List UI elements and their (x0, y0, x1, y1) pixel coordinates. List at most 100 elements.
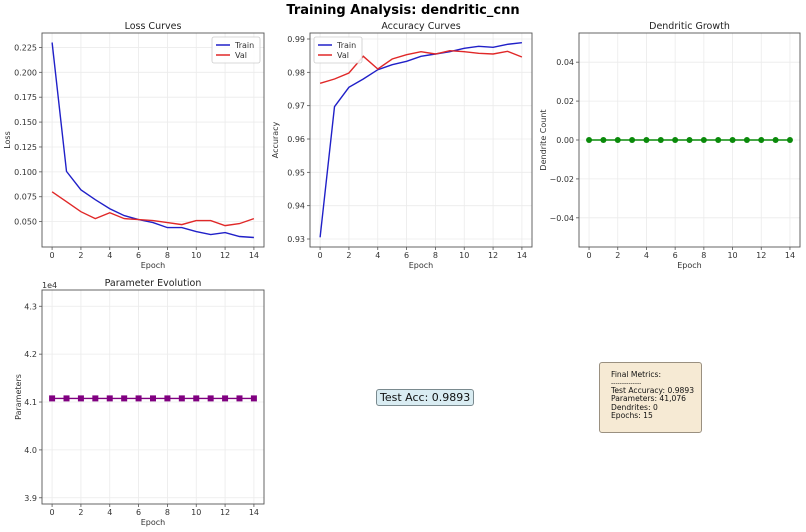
y-tick-label: 0.99 (287, 35, 305, 44)
x-tick-label: 12 (220, 508, 230, 517)
final-metrics-dendrites: Dendrites: 0 (611, 402, 658, 412)
data-point-marker (236, 395, 243, 402)
data-point-marker (121, 395, 128, 402)
y-tick-label: −0.02 (549, 175, 574, 184)
x-axis-label: Epoch (409, 261, 434, 270)
y-tick-label: 0.04 (556, 58, 574, 67)
x-tick-label: 6 (404, 251, 409, 260)
chart-title: Dendritic Growth (649, 21, 730, 32)
data-point-marker (772, 137, 779, 143)
dendritic-growth-chart: 0 2 4 6 8 10 12 14 −0.04 −0.02 0.00 0.02 0.04 Epoch De… (539, 21, 801, 270)
data-point-marker (207, 395, 214, 402)
final-metrics-test-accuracy: Test Accuracy: 0.9893 (611, 385, 695, 395)
data-point-marker (222, 395, 229, 402)
loss-curves-chart: 0 2 4 6 8 10 12 14 0.050 0.075 0.100 0.125 0.150 0.17… (3, 21, 265, 270)
data-point-marker (686, 137, 693, 143)
figure-title: Training Analysis: dendritic_cnn (286, 3, 520, 18)
y-tick-label: 4.3 (24, 302, 37, 311)
x-tick-label: 8 (433, 251, 438, 260)
x-axis-label: Epoch (141, 518, 166, 527)
axes-frame (41, 289, 265, 505)
y-axis-label: Accuracy (271, 121, 280, 158)
data-point-marker (614, 137, 621, 143)
y-axis-label: Parameters (14, 374, 23, 420)
y-tick-label: 0.075 (14, 193, 37, 202)
final-metrics-separator: -------------- (611, 379, 642, 387)
data-point-marker (135, 395, 142, 402)
x-axis-label: Epoch (141, 261, 166, 270)
x-tick-label: 12 (220, 251, 230, 260)
y-tick-label: 4.2 (24, 350, 37, 359)
y-tick-label: 0.97 (287, 102, 305, 111)
data-point-marker (700, 137, 707, 143)
x-tick-label: 4 (107, 251, 112, 260)
y-tick-label: 4.1 (24, 398, 37, 407)
x-tick-label: 6 (136, 508, 141, 517)
y-tick-label: 0.125 (14, 143, 37, 152)
final-metrics-box: Final Metrics: -------------- Test Accur… (599, 362, 702, 433)
data-point-marker (643, 137, 650, 143)
series-line-val (319, 49, 523, 84)
x-tick-label: 6 (136, 251, 141, 260)
final-metrics-title: Final Metrics: (611, 370, 662, 379)
y-tick-label: 0.00 (556, 136, 574, 145)
accuracy-curves-chart: 0 2 4 6 8 10 12 14 0.93 0.94 0.95 0.96 0.97 0.98 0.99 E… (271, 21, 533, 270)
y-tick-label: 0.02 (556, 97, 574, 106)
x-tick-label: 0 (50, 508, 55, 517)
final-metrics-parameters: Parameters: 41,076 (611, 394, 687, 404)
series-line-train (51, 42, 254, 239)
data-point-marker (250, 395, 257, 402)
x-tick-label: 10 (191, 251, 201, 260)
data-point-marker (729, 137, 736, 143)
data-point-marker (63, 395, 70, 402)
x-tick-label: 2 (78, 251, 83, 260)
x-tick-label: 8 (165, 251, 170, 260)
chart-title: Loss Curves (125, 21, 182, 32)
parameter-evolution-chart: 0 2 4 6 8 10 12 14 3.9 4.0 4.1 4.2 4.3 Epoch Parameter… (14, 278, 265, 527)
y-axis-label: Loss (3, 131, 12, 149)
data-point-marker (586, 137, 593, 143)
x-tick-label: 0 (50, 251, 55, 260)
x-tick-label: 6 (673, 251, 678, 260)
x-tick-label: 10 (727, 251, 737, 260)
legend-label: Train (336, 41, 356, 50)
y-tick-label: 0.175 (14, 93, 37, 102)
y-tick-label: 0.93 (287, 235, 305, 244)
data-point-marker (106, 395, 113, 402)
legend-label: Val (235, 51, 247, 60)
data-point-marker (92, 395, 99, 402)
data-point-marker (49, 395, 56, 402)
y-tick-label: 0.100 (14, 168, 37, 177)
data-point-marker (672, 137, 679, 143)
axes-frame (309, 32, 533, 248)
x-tick-label: 8 (701, 251, 706, 260)
data-point-marker (715, 137, 722, 143)
y-tick-label: 4.0 (24, 446, 37, 455)
x-tick-label: 10 (191, 508, 201, 517)
data-point-marker (77, 395, 84, 402)
x-tick-label: 4 (644, 251, 649, 260)
y-offset-label: 1e4 (42, 281, 57, 290)
x-tick-label: 2 (78, 508, 83, 517)
x-tick-label: 2 (346, 251, 351, 260)
y-tick-label: 0.94 (287, 202, 305, 211)
y-tick-label: 0.225 (14, 43, 37, 52)
final-metrics-epochs: Epochs: 15 (611, 411, 653, 421)
y-tick-label: 0.96 (287, 135, 305, 144)
y-tick-label: 0.98 (287, 68, 305, 77)
x-tick-label: 0 (586, 251, 591, 260)
data-point-marker (743, 137, 750, 143)
x-tick-label: 14 (249, 508, 259, 517)
data-point-marker (150, 395, 156, 402)
x-tick-label: 8 (165, 508, 170, 517)
y-tick-label: 0.200 (14, 68, 37, 77)
series-line-val (51, 191, 255, 227)
x-tick-label: 12 (756, 251, 766, 260)
x-tick-label: 2 (615, 251, 620, 260)
x-axis-label: Epoch (677, 261, 702, 270)
legend-label: Train (234, 41, 254, 50)
x-tick-label: 4 (107, 508, 112, 517)
